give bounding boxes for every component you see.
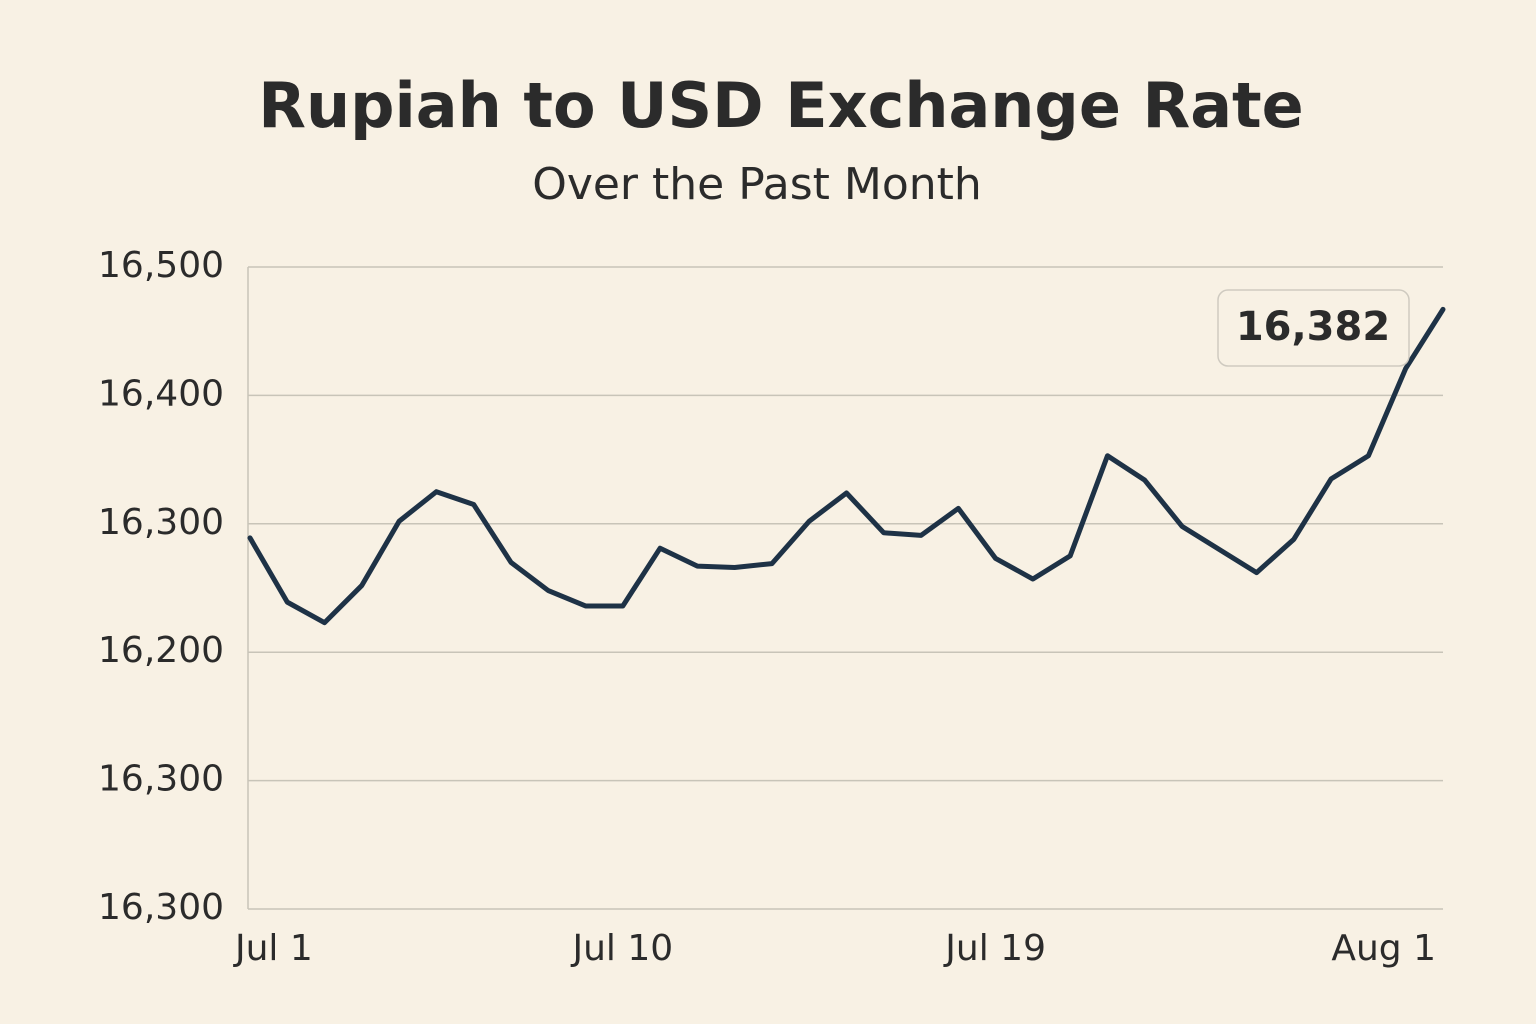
y-tick-label: 16,300 [98, 502, 224, 543]
x-tick-label: Jul 1 [233, 928, 313, 969]
x-tick-label: Jul 10 [570, 928, 673, 969]
y-tick-label: 16,500 [98, 245, 224, 286]
chart-title: Rupiah to USD Exchange Rate [258, 69, 1303, 142]
annotation-box [1217, 289, 1410, 367]
y-tick-label: 16,200 [98, 630, 224, 671]
annotation-label: 16,382 [1236, 304, 1390, 350]
line-series [247, 306, 1446, 626]
y-tick-label: 16,300 [98, 887, 224, 928]
x-tick-label: Aug 1 [1331, 928, 1436, 969]
y-tick-label: 16,300 [98, 759, 224, 800]
chart-subtitle: Over the Past Month [532, 159, 982, 210]
y-tick-label: 16,400 [98, 373, 224, 414]
x-tick-label: Jul 19 [943, 928, 1046, 969]
